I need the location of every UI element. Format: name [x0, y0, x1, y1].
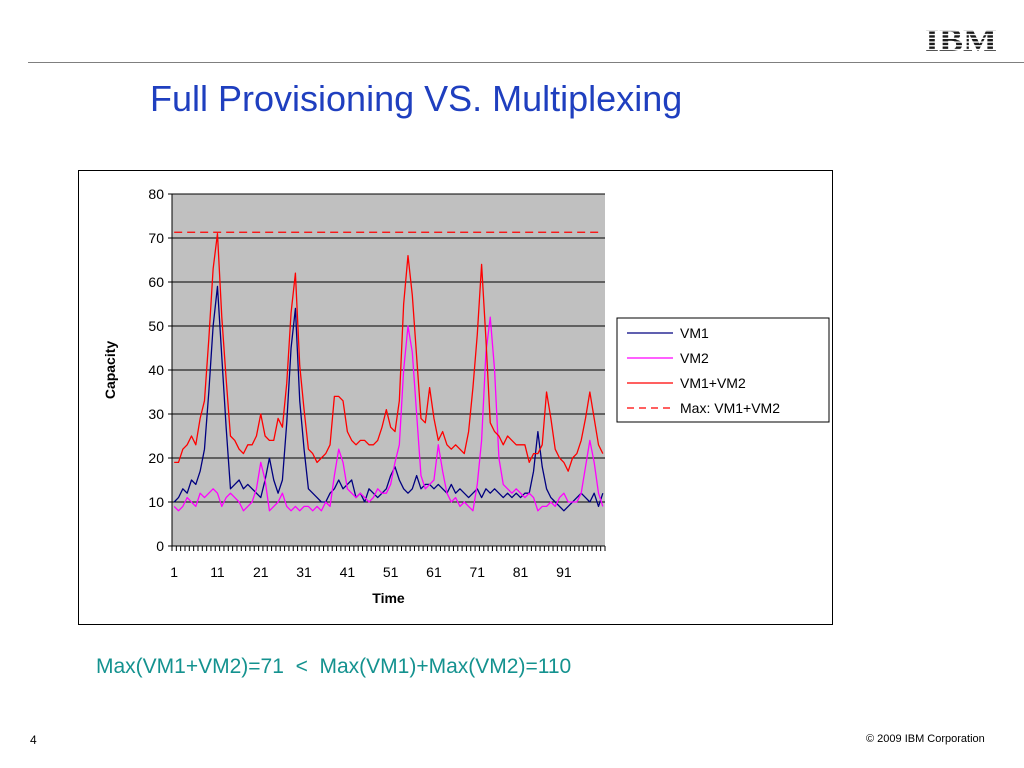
- series-line-vm2: [173, 316, 604, 512]
- x-tick-label-31: 31: [296, 564, 312, 580]
- page-number: 4: [30, 733, 37, 747]
- legend-box: [616, 317, 830, 423]
- slide-title: Full Provisioning VS. Multiplexing: [150, 78, 683, 119]
- caption-formula: Max(VM1+VM2)=71 < Max(VM1)+Max(VM2)=110: [96, 655, 572, 678]
- x-tick-label-71: 71: [469, 564, 485, 580]
- series-line-vm1: [173, 285, 604, 512]
- legend-label-vm1: VM1: [680, 325, 709, 341]
- ibm-logo-text: IBM: [925, 24, 997, 54]
- y-tick-label-50: 50: [148, 318, 164, 334]
- legend-label-vm1-vm2: VM1+VM2: [680, 375, 746, 391]
- y-tick-label-60: 60: [148, 274, 164, 290]
- ibm-logo-letters: IBM: [925, 24, 997, 54]
- y-tick-label-10: 10: [148, 494, 164, 510]
- legend-label-vm2: VM2: [680, 350, 709, 366]
- x-tick-label-1: 1: [170, 564, 178, 580]
- series-line-vm1-vm2: [174, 232, 604, 472]
- chart-legend: VM1 VM2 VM1+VM2 Max: VM1+VM2: [616, 317, 830, 423]
- x-minor-ticks: [171, 546, 606, 551]
- copyright-notice: © 2009 IBM Corporation: [866, 733, 985, 745]
- y-tick-label-70: 70: [148, 230, 164, 246]
- x-tick-label-81: 81: [513, 564, 529, 580]
- y-tick-label-40: 40: [148, 362, 164, 378]
- y-tick-label-0: 0: [156, 538, 164, 554]
- header-divider: [28, 62, 1024, 63]
- x-tick-label-21: 21: [253, 564, 269, 580]
- x-tick-label-51: 51: [383, 564, 399, 580]
- chart-frame: 0 10 20 30 40 50 60 70 80 1 11 21 31 41 51 61 71 81 91 Time…: [78, 170, 833, 625]
- x-tick-label-41: 41: [340, 564, 356, 580]
- x-axis-label: Time: [372, 590, 405, 606]
- x-tick-label-91: 91: [556, 564, 572, 580]
- x-tick-label-11: 11: [210, 564, 225, 580]
- y-tick-label-30: 30: [148, 406, 164, 422]
- y-tick-label-80: 80: [148, 186, 164, 202]
- x-tick-label-61: 61: [426, 564, 442, 580]
- y-axis-label: Capacity: [102, 341, 118, 400]
- legend-label-max-vm1-vm2: Max: VM1+VM2: [680, 400, 780, 416]
- ibm-logo: IBM: [925, 24, 997, 54]
- y-tick-label-20: 20: [148, 450, 164, 466]
